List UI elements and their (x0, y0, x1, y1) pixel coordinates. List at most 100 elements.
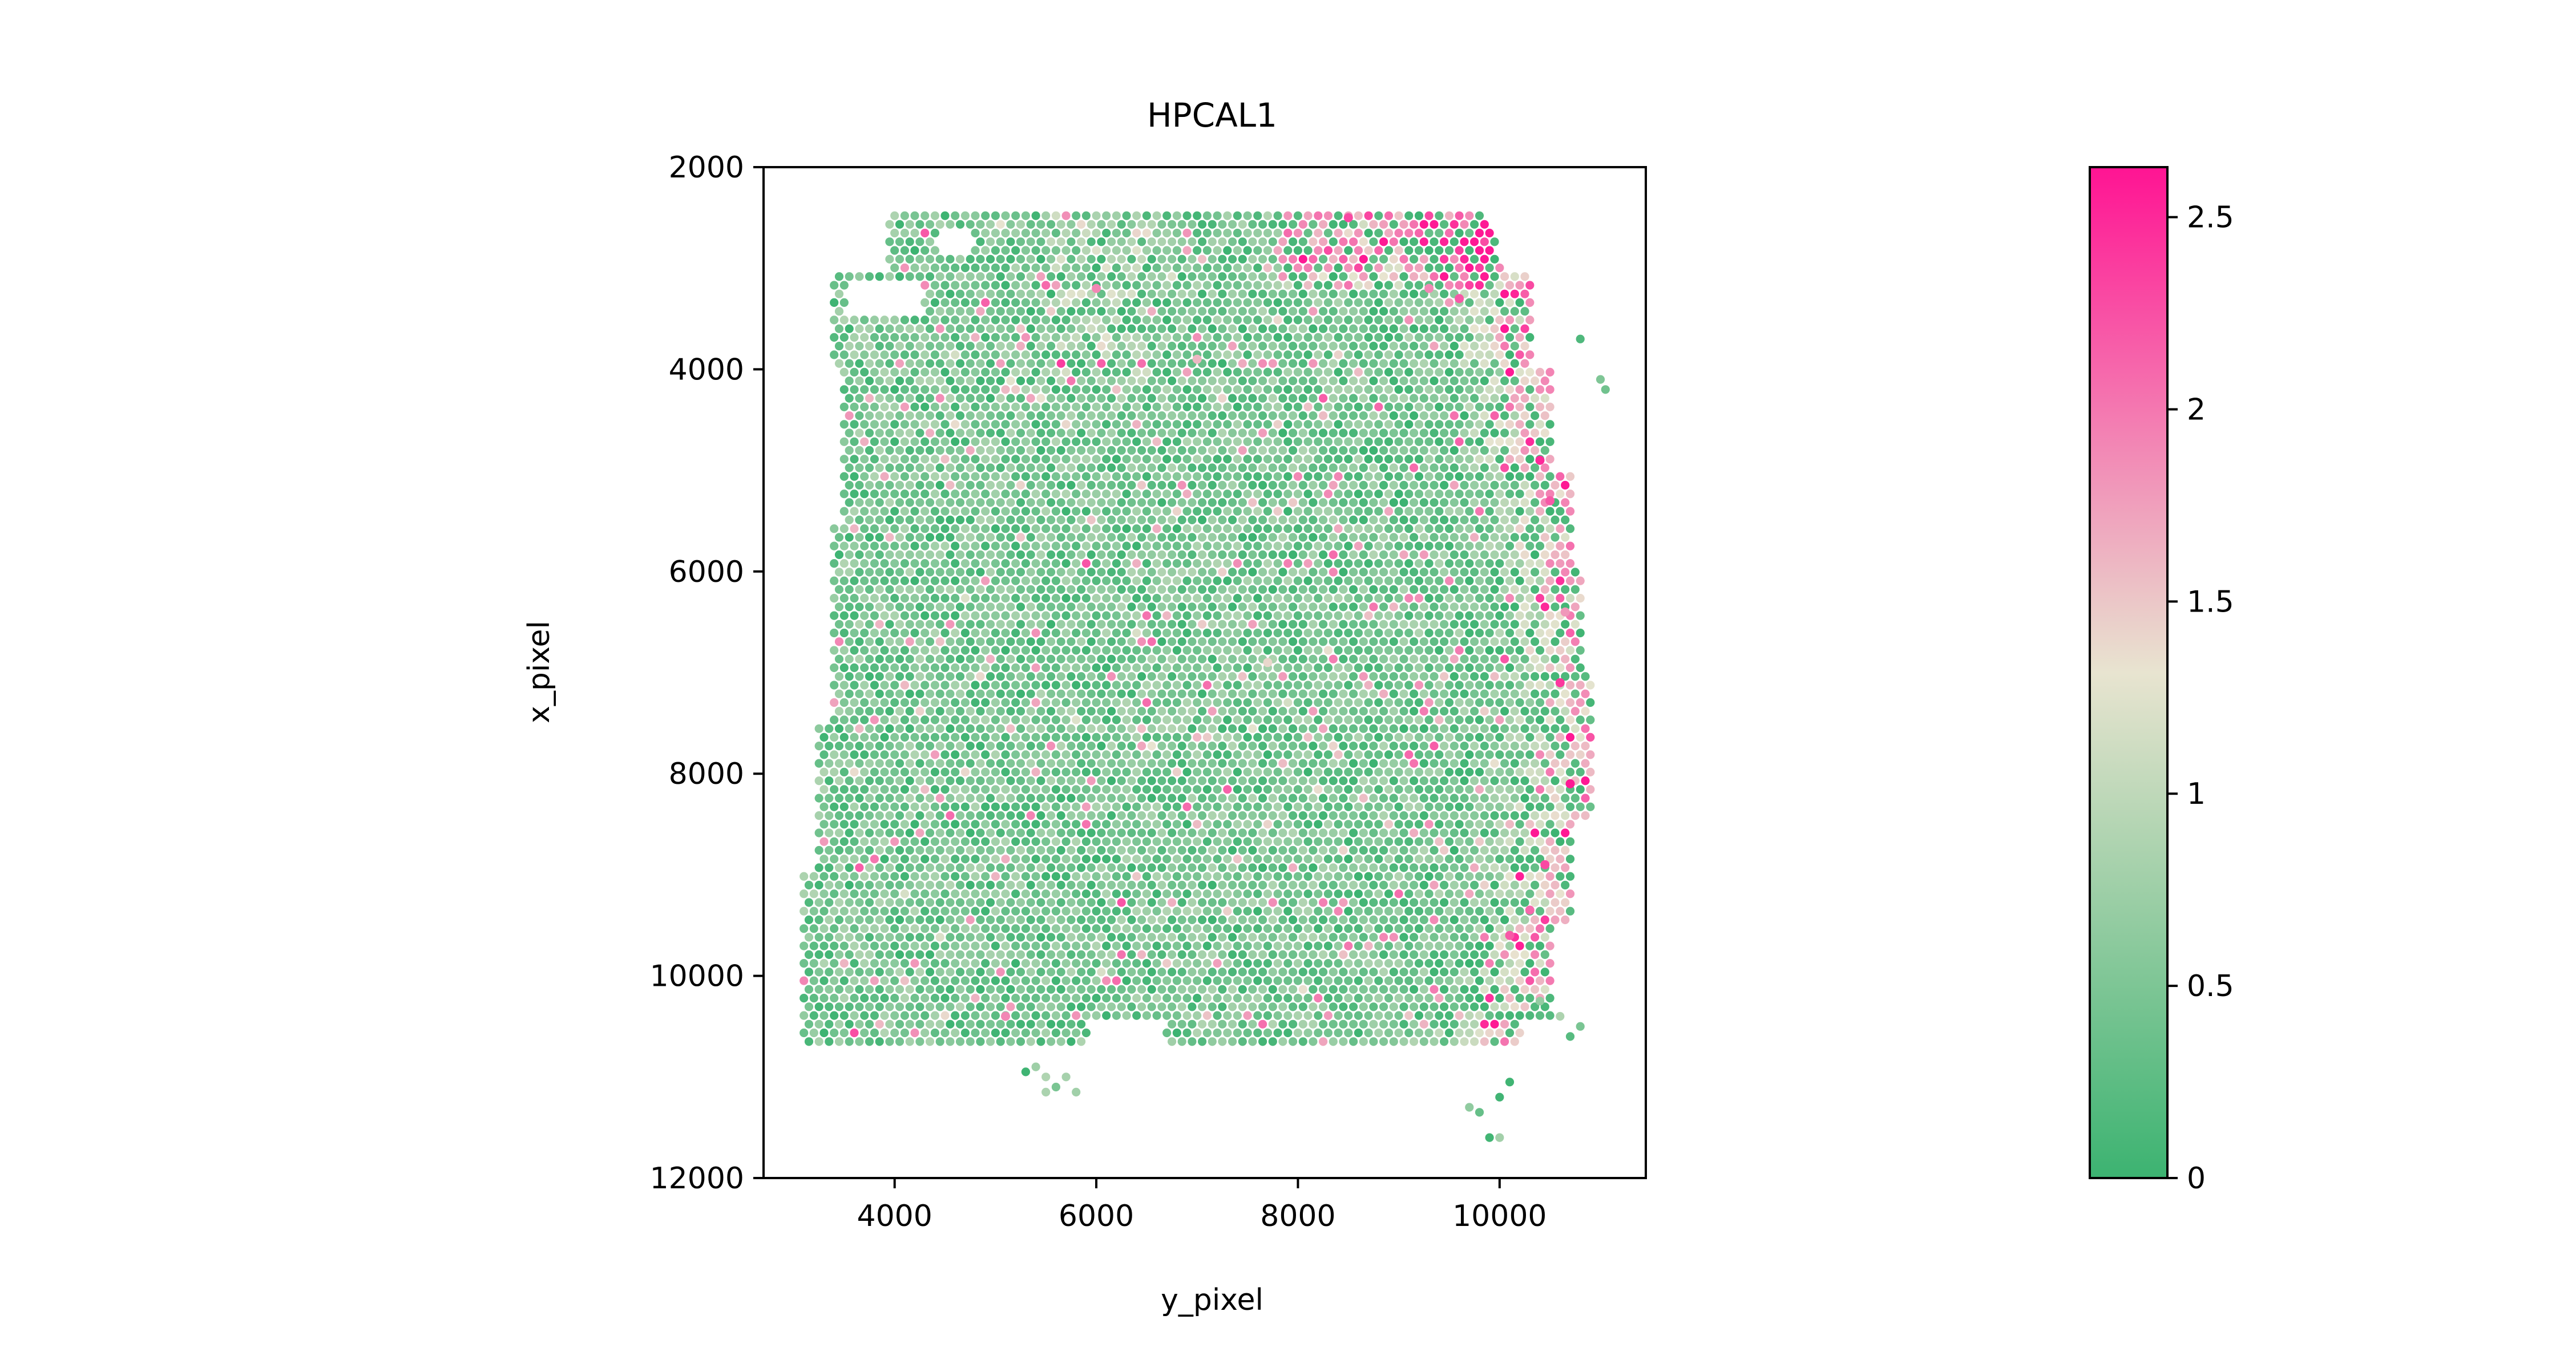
spot (940, 524, 950, 533)
spot (1268, 742, 1277, 751)
spot (1339, 689, 1348, 698)
spot (1243, 628, 1252, 638)
spot (1026, 324, 1035, 333)
spot (1455, 628, 1464, 638)
spot (1152, 489, 1161, 499)
spot (1303, 767, 1313, 776)
spot (1208, 463, 1217, 472)
spot (935, 377, 944, 386)
spot (1061, 681, 1071, 690)
spot (1500, 585, 1509, 594)
spot (1087, 654, 1096, 663)
spot (976, 377, 985, 386)
spot (1293, 333, 1302, 342)
spot (1193, 315, 1202, 325)
spot (1344, 611, 1353, 620)
spot (1495, 507, 1504, 516)
spot (920, 663, 930, 673)
spot (1263, 298, 1272, 307)
spot (1535, 698, 1545, 707)
spot (1001, 281, 1010, 290)
spot (1339, 342, 1348, 351)
spot (1051, 402, 1060, 411)
spot (1410, 794, 1419, 803)
spot (1344, 576, 1353, 585)
spot (1319, 324, 1328, 333)
spot (1515, 715, 1524, 725)
spot (1394, 698, 1403, 707)
spot (1092, 489, 1101, 499)
spot (935, 254, 944, 264)
spot (1248, 550, 1257, 560)
spot (920, 576, 930, 585)
spot (1051, 576, 1060, 585)
spot (850, 524, 859, 533)
spot (1021, 228, 1030, 238)
spot (1177, 654, 1186, 663)
spot (1056, 342, 1065, 351)
spot (850, 698, 859, 707)
spot (1102, 541, 1111, 551)
spot (930, 681, 939, 690)
spot (1384, 367, 1394, 377)
spot (1202, 767, 1212, 776)
spot (981, 263, 990, 273)
spot (976, 324, 985, 333)
spot (1258, 446, 1267, 455)
spot (1193, 367, 1202, 377)
spot (1243, 246, 1252, 255)
spot (1263, 524, 1272, 533)
spot (991, 559, 1000, 568)
spot (1122, 472, 1131, 481)
spot (1087, 724, 1096, 733)
spot (996, 428, 1005, 438)
spot (1122, 455, 1131, 464)
spot (1545, 524, 1555, 533)
spot (1531, 672, 1540, 681)
spot (1283, 611, 1293, 620)
spot (1147, 307, 1156, 316)
spot (1520, 585, 1529, 594)
spot (1228, 620, 1237, 629)
spot (1157, 394, 1166, 403)
spot (1525, 594, 1535, 603)
spot (1581, 759, 1590, 768)
spot (1202, 594, 1212, 603)
spot (1278, 342, 1287, 351)
spot (1177, 254, 1186, 264)
spot (1289, 342, 1298, 351)
spot (860, 611, 869, 620)
spot (900, 559, 909, 568)
spot (1561, 759, 1570, 768)
spot (946, 254, 955, 264)
spot (966, 533, 975, 542)
spot (1041, 750, 1051, 759)
spot (1248, 759, 1257, 768)
spot (1208, 342, 1217, 351)
spot (971, 333, 980, 342)
spot (1268, 324, 1277, 333)
spot (1399, 289, 1408, 298)
spot (1576, 802, 1585, 811)
spot (971, 646, 980, 655)
spot (971, 663, 980, 673)
spot (1258, 550, 1267, 560)
spot (1036, 672, 1045, 681)
spot (1202, 420, 1212, 429)
spot (1455, 576, 1464, 585)
spot (1041, 681, 1051, 690)
spot (1268, 602, 1277, 612)
spot (1102, 350, 1111, 359)
spot (1011, 698, 1020, 707)
spot (1329, 272, 1338, 281)
spot (1077, 498, 1086, 507)
spot (890, 698, 899, 707)
spot (996, 515, 1005, 525)
spot (1202, 611, 1212, 620)
spot (1344, 732, 1353, 742)
spot (1309, 377, 1318, 386)
spot (1157, 550, 1166, 560)
spot (870, 628, 879, 638)
spot (1314, 402, 1323, 411)
spot (1535, 402, 1545, 411)
